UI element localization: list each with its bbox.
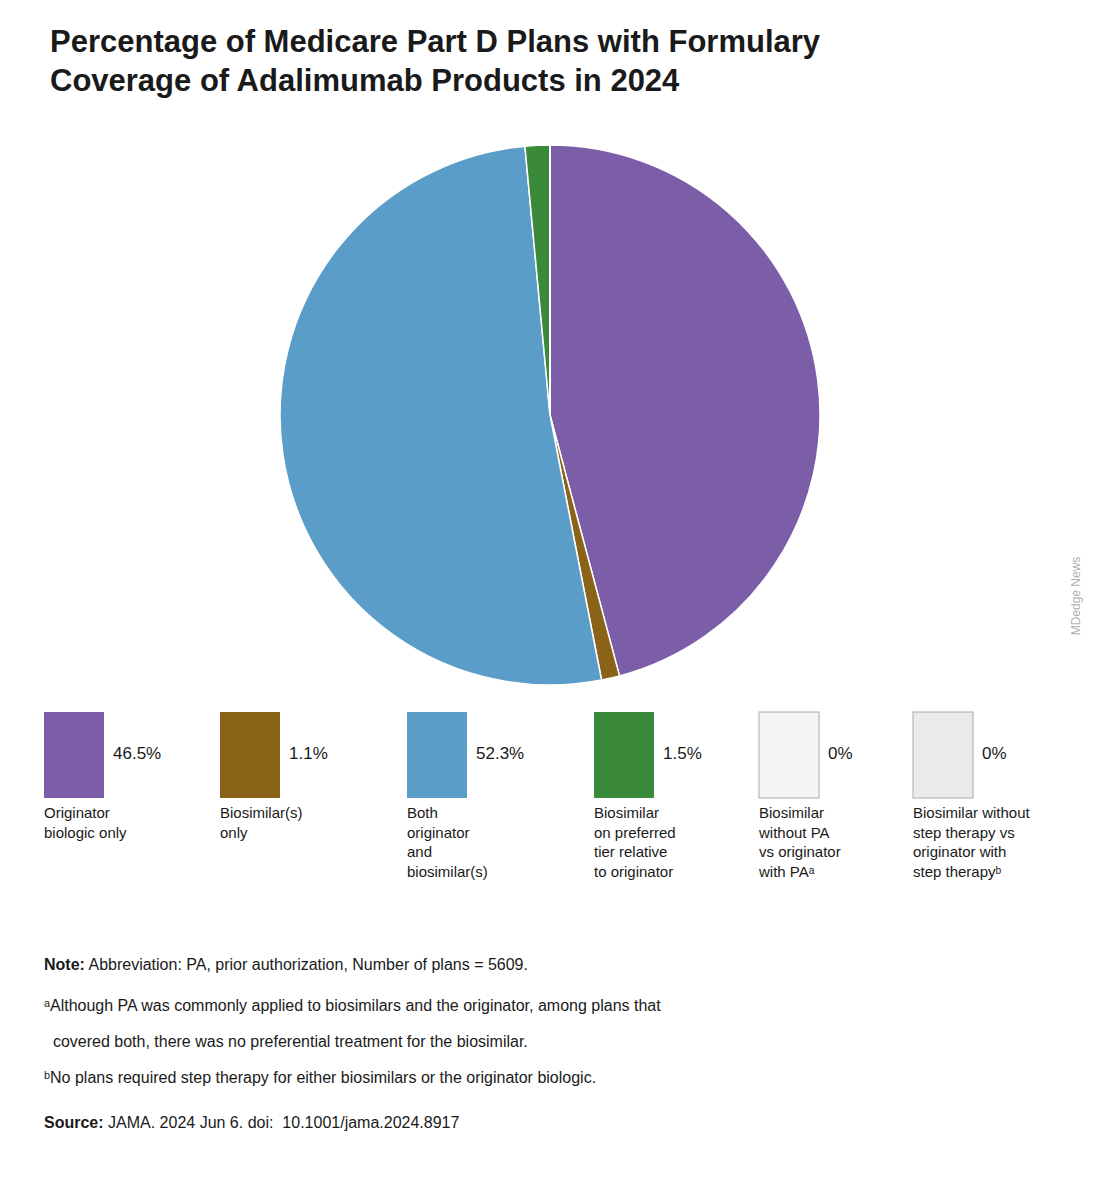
pie-slice (525, 145, 550, 415)
note: covered both, there was no preferential … (44, 1033, 528, 1050)
note-text: Note: (44, 956, 85, 973)
note-text: ᵇNo plans required step therapy for eith… (44, 1069, 596, 1086)
note: Source: JAMA. 2024 Jun 6. doi: 10.1001/j… (44, 1114, 459, 1131)
note: ᵃAlthough PA was commonly applied to bio… (44, 997, 661, 1014)
legend-swatch (44, 712, 104, 798)
note: Note: Abbreviation: PA, prior authorizat… (44, 956, 528, 973)
note: ᵇNo plans required step therapy for eith… (44, 1069, 596, 1086)
note-text: Source: (44, 1114, 104, 1131)
legend-label: Originatorbiologic only (44, 804, 127, 841)
note-text: JAMA. 2024 Jun 6. doi: 10.1001/jama.2024… (104, 1114, 460, 1131)
pie (280, 145, 820, 685)
legend-label: Biosimilar(s)only (220, 804, 303, 841)
legend-value: 46.5% (113, 744, 161, 763)
pie-slice (280, 146, 602, 685)
legend-value: 52.3% (476, 744, 524, 763)
legend-swatch (913, 712, 973, 798)
legend-value: 1.1% (289, 744, 328, 763)
legend-value: 0% (982, 744, 1007, 763)
title: Percentage of Medicare Part D Plans with… (50, 24, 821, 98)
legend-label: Biosimilar withoutstep therapy vsorigina… (913, 804, 1031, 880)
legend-label: Bothoriginatorandbiosimilar(s) (407, 804, 488, 880)
note-text: ᵃAlthough PA was commonly applied to bio… (44, 997, 661, 1014)
legend: 46.5% Originatorbiologic only 1.1% Biosimil… (44, 712, 1031, 880)
chart: Percentage of Medicare Part D Plans with… (0, 0, 1100, 1192)
legend-value: 0% (828, 744, 853, 763)
watermark: MDedge News (1069, 557, 1083, 636)
pie-slice (549, 145, 551, 415)
note-text: Abbreviation: PA, prior authorization, N… (85, 956, 528, 973)
legend-swatch (759, 712, 819, 798)
legend-swatch (594, 712, 654, 798)
legend-swatch (407, 712, 467, 798)
legend-label: Biosimilaron preferredtier relativeto or… (594, 804, 676, 880)
note-text: covered both, there was no preferential … (44, 1033, 528, 1050)
legend-swatch (220, 712, 280, 798)
background (0, 0, 1100, 1192)
legend-label: Biosimilarwithout PAvs originatorwith PA… (758, 804, 841, 880)
legend-value: 1.5% (663, 744, 702, 763)
pie-slice (549, 145, 551, 415)
